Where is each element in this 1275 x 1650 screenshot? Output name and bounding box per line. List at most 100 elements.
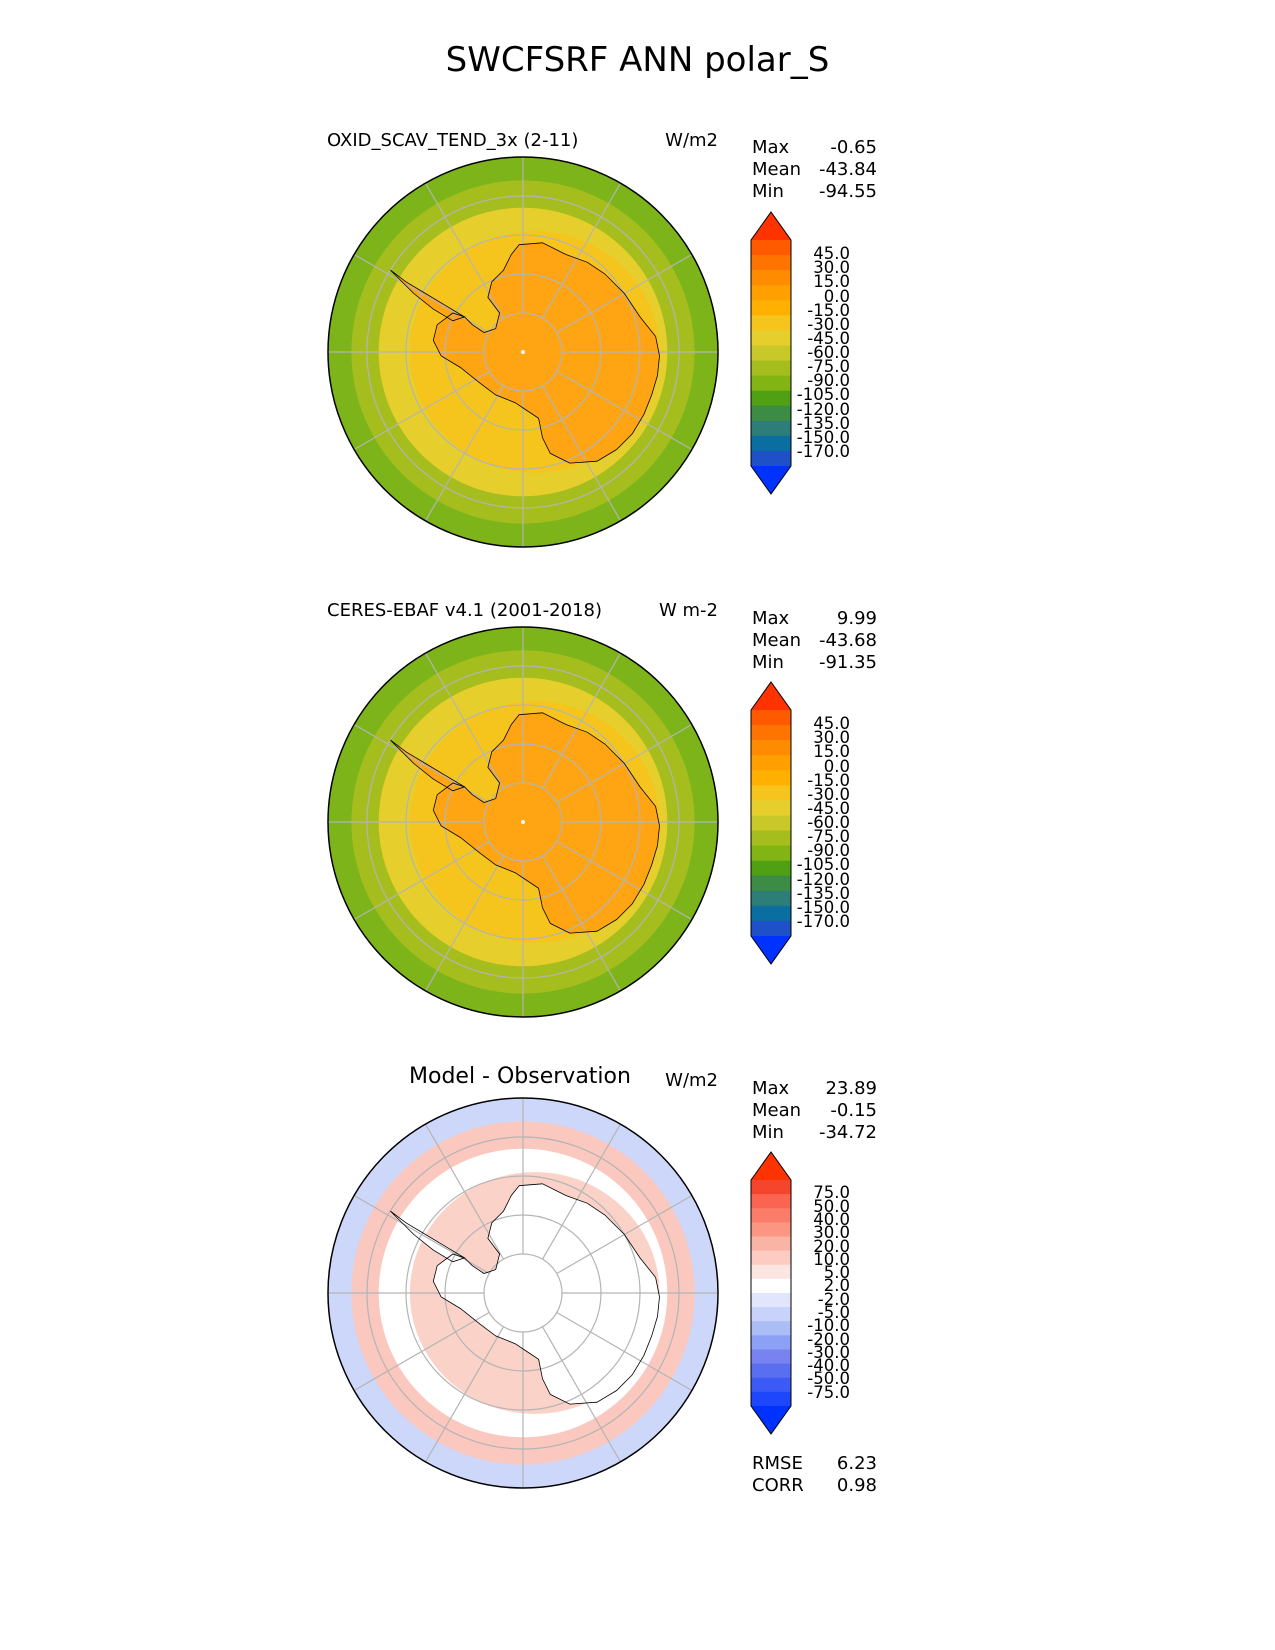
- corr-label: CORR: [752, 1475, 804, 1496]
- coastline: [432, 1183, 660, 1405]
- colorbar-segment: [751, 785, 791, 801]
- coastline: [432, 242, 660, 464]
- colorbar-segment: [751, 905, 791, 922]
- colorbar-tick-label: 15.0: [813, 742, 850, 762]
- colorbar-tick-label: -20.0: [807, 1329, 850, 1349]
- colorbar-tick-label: -15.0: [807, 770, 850, 790]
- colorbar-cap-top: [751, 1152, 791, 1180]
- colorbar-tick-label: -105.0: [796, 385, 850, 405]
- graticule: [328, 157, 718, 547]
- stat-mean-label: Mean: [752, 159, 802, 180]
- panel-units: W/m2: [665, 130, 718, 151]
- colorbar-segment: [751, 1349, 791, 1365]
- meridian-line: [541, 1326, 622, 1463]
- colorbar-segment: [751, 405, 791, 422]
- corr-value: 0.98: [836, 1475, 877, 1496]
- stats-box: Max 9.99 Mean -43.68 Min -91.35: [752, 608, 877, 674]
- stat-max: 23.89: [825, 1078, 877, 1099]
- meridian-line: [424, 385, 505, 522]
- colorbar-segment: [751, 1236, 791, 1252]
- map-boundary: [327, 156, 719, 548]
- panel-title: OXID_SCAV_TEND_3x (2-11): [327, 130, 579, 151]
- colorbar-tick-label: -45.0: [807, 798, 850, 818]
- meridian-line: [424, 1123, 505, 1260]
- colorbar-cap-bottom: [751, 936, 791, 964]
- colorbar-segment: [751, 1278, 791, 1294]
- colorbar-tick-label: -30.0: [807, 784, 850, 804]
- colorbar-segment: [751, 770, 791, 786]
- colorbar-tick-label: -135.0: [796, 413, 850, 433]
- colorbar-segment: [751, 815, 791, 832]
- meridian-line: [424, 182, 505, 319]
- colorbar-segment: [751, 710, 791, 726]
- coastline: [432, 712, 660, 934]
- stat-mean-label: Mean: [752, 630, 802, 651]
- colorbar-segment: [751, 755, 791, 771]
- colorbar-tick-label: -90.0: [807, 841, 850, 861]
- colorbar-segment: [751, 920, 791, 937]
- colorbar-tick-label: -2.0: [817, 1289, 850, 1309]
- colorbar-tick-label: 45.0: [813, 714, 850, 734]
- colorbar-segment: [751, 345, 791, 362]
- colorbar-tick-label: -150.0: [796, 897, 850, 917]
- colorbar-segment: [751, 330, 791, 346]
- colorbar-segment: [751, 1222, 791, 1237]
- stat-min: -94.55: [818, 181, 877, 202]
- meridian-line: [424, 855, 505, 992]
- error-metrics: RMSE 6.23 CORR 0.98: [752, 1453, 877, 1497]
- colorbar-tick-label: 2.0: [823, 1276, 850, 1296]
- meridian-line: [353, 370, 490, 451]
- peninsula-coastline: [390, 1210, 466, 1263]
- colorbar-tick-label: 15.0: [813, 272, 850, 292]
- colorbar-labels: 75.0 50.0 40.0 30.0 20.0 10.0 5.0 2.0 -2.0 -5.0 -1…: [790, 1152, 850, 1434]
- colorbar-tick-label: -170.0: [796, 911, 850, 931]
- meridian-line: [556, 1311, 693, 1392]
- colorbar-segment: [751, 830, 791, 847]
- pole-marker: [521, 1291, 525, 1295]
- colorbar-tick-label: -75.0: [807, 1382, 850, 1402]
- meridian-line: [424, 1326, 505, 1463]
- colorbar-tick-label: 20.0: [813, 1236, 850, 1256]
- colorbar-tick-label: -30.0: [807, 1342, 850, 1362]
- colorbar-segment: [751, 300, 791, 316]
- colorbar-tick-label: -75.0: [807, 357, 850, 377]
- polar-map: [327, 626, 719, 1018]
- colorbar-tick-label: -90.0: [807, 371, 850, 391]
- colorbar-tick-label: -75.0: [807, 827, 850, 847]
- stat-min-label: Min: [752, 181, 784, 202]
- antarctica-fill: [433, 712, 660, 934]
- colorbar-tick-label: 30.0: [813, 728, 850, 748]
- meridian-line: [556, 370, 693, 451]
- panel-units: W/m2: [665, 1070, 718, 1091]
- stat-min: -34.72: [818, 1122, 877, 1143]
- meridian-line: [541, 652, 622, 789]
- colorbar-segment: [751, 1264, 791, 1280]
- panel-title: Model - Observation: [409, 1064, 631, 1089]
- colorbar-tick-label: -120.0: [796, 399, 850, 419]
- colorbar-segment: [751, 1321, 791, 1336]
- colorbar-segment: [751, 315, 791, 331]
- stats-box: Max -0.65 Mean -43.84 Min -94.55: [752, 137, 877, 203]
- polar-map: [327, 1097, 719, 1489]
- colorbar-tick-label: 30.0: [813, 258, 850, 278]
- pole-marker: [521, 820, 525, 824]
- colorbar-tick-label: 0.0: [823, 756, 850, 776]
- colorbar-segment: [751, 1208, 791, 1223]
- colorbar-cap-top: [751, 212, 791, 240]
- colorbar-segment: [751, 860, 791, 877]
- colorbar-segment: [751, 1180, 791, 1195]
- stat-max: 9.99: [836, 608, 877, 629]
- colorbar-tick-label: 45.0: [813, 244, 850, 264]
- colorbar-tick-label: 30.0: [813, 1223, 850, 1243]
- meridian-line: [556, 840, 693, 921]
- colorbar-segment: [751, 725, 791, 741]
- stat-mean-label: Mean: [752, 1100, 802, 1121]
- colorbar-segment: [751, 240, 791, 256]
- colorbar-segment: [751, 890, 791, 907]
- stat-min-label: Min: [752, 1122, 784, 1143]
- colorbar-tick-label: 40.0: [813, 1209, 850, 1229]
- colorbar-tick-label: -60.0: [807, 343, 850, 362]
- colorbar-tick-label: 50.0: [813, 1196, 850, 1216]
- meridian-line: [424, 652, 505, 789]
- colorbar-cap-top: [751, 682, 791, 710]
